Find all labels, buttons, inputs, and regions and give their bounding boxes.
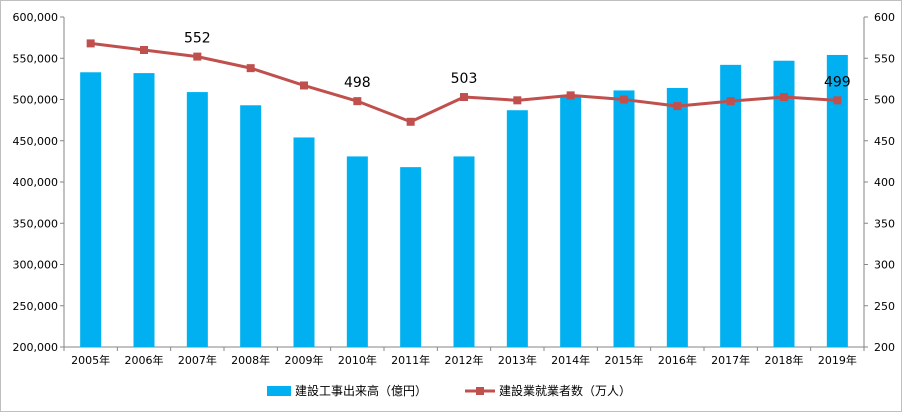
x-axis-tick-label: 2014年 <box>551 353 590 367</box>
bar-2014年 <box>560 95 582 347</box>
right-axis-tick-label: 550 <box>874 52 895 65</box>
left-axis-tick-label: 400,000 <box>13 176 59 189</box>
x-axis-tick-label: 2012年 <box>445 353 484 367</box>
data-label: 552 <box>184 31 211 47</box>
bar-2012年 <box>453 156 475 347</box>
left-axis-tick-label: 450,000 <box>13 135 59 148</box>
bar-2009年 <box>293 137 315 347</box>
x-axis-tick-label: 2006年 <box>125 353 164 367</box>
right-axis-tick-label: 200 <box>874 341 895 354</box>
x-axis-tick-label: 2016年 <box>658 353 697 367</box>
legend-bar-label: 建設工事出来高（億円） <box>295 383 427 398</box>
bar-2016年 <box>666 87 688 347</box>
line-point-2009年 <box>300 81 308 90</box>
right-axis-tick-label: 450 <box>874 135 895 148</box>
data-label: 503 <box>451 71 478 87</box>
line-point-2006年 <box>140 46 148 54</box>
x-axis-tick-label: 2009年 <box>285 353 324 367</box>
line-point-2014年 <box>566 91 575 100</box>
x-axis-tick-label: 2013年 <box>498 353 537 367</box>
line-point-2007年 <box>193 52 202 61</box>
bar-2010年 <box>346 156 368 347</box>
right-axis-tick-label: 250 <box>874 300 895 313</box>
line-point-2016年 <box>673 102 682 111</box>
line-point-2019年 <box>833 96 842 105</box>
left-axis-tick-label: 600,000 <box>13 11 59 24</box>
right-axis-tick-label: 350 <box>874 217 895 230</box>
legend-line-marker <box>476 387 484 395</box>
bar-2007年 <box>186 92 208 347</box>
left-axis-tick-label: 300,000 <box>13 259 59 272</box>
x-axis-tick-label: 2011年 <box>391 353 430 367</box>
bar-2019年 <box>826 54 848 347</box>
bar-2011年 <box>400 167 422 347</box>
line-point-2010年 <box>353 97 362 106</box>
left-axis-tick-label: 500,000 <box>13 94 59 107</box>
left-axis-tick-label: 350,000 <box>13 217 59 230</box>
data-label: 498 <box>344 75 371 91</box>
line-point-2018年 <box>780 93 788 102</box>
x-axis-tick-label: 2019年 <box>818 353 857 367</box>
left-axis-tick-label: 250,000 <box>13 300 59 313</box>
line-point-2012年 <box>460 93 468 102</box>
x-axis-tick-label: 2008年 <box>231 353 270 367</box>
right-axis-tick-label: 300 <box>874 259 895 272</box>
bar-2005年 <box>80 72 102 348</box>
line-point-2015年 <box>620 95 628 104</box>
line-point-2008年 <box>246 64 255 73</box>
x-axis-tick-label: 2010年 <box>338 353 377 367</box>
line-point-2011年 <box>406 117 415 126</box>
bar-2008年 <box>240 105 262 348</box>
x-axis-tick-label: 2018年 <box>765 353 804 367</box>
right-axis-tick-label: 500 <box>874 94 895 107</box>
x-axis-tick-label: 2005年 <box>71 353 110 367</box>
x-axis-tick-label: 2007年 <box>178 353 217 367</box>
bar-2006年 <box>133 73 155 347</box>
legend-bar-swatch <box>267 386 291 396</box>
line-point-2017年 <box>726 97 735 106</box>
right-axis-tick-label: 600 <box>874 11 895 24</box>
line-point-2005年 <box>86 39 95 48</box>
legend-line-label: 建設業就業者数（万人） <box>499 383 631 398</box>
data-label: 499 <box>824 74 851 90</box>
left-axis-tick-label: 200,000 <box>13 341 59 354</box>
bar-2017年 <box>720 64 742 347</box>
line-point-2013年 <box>513 96 522 105</box>
bar-2015年 <box>613 90 635 348</box>
bar-2018年 <box>773 60 795 347</box>
x-axis-tick-label: 2015年 <box>605 353 644 367</box>
right-axis-tick-label: 400 <box>874 176 895 189</box>
x-axis-tick-label: 2017年 <box>711 353 750 367</box>
bar-2013年 <box>506 110 528 347</box>
left-axis-tick-label: 550,000 <box>13 52 59 65</box>
